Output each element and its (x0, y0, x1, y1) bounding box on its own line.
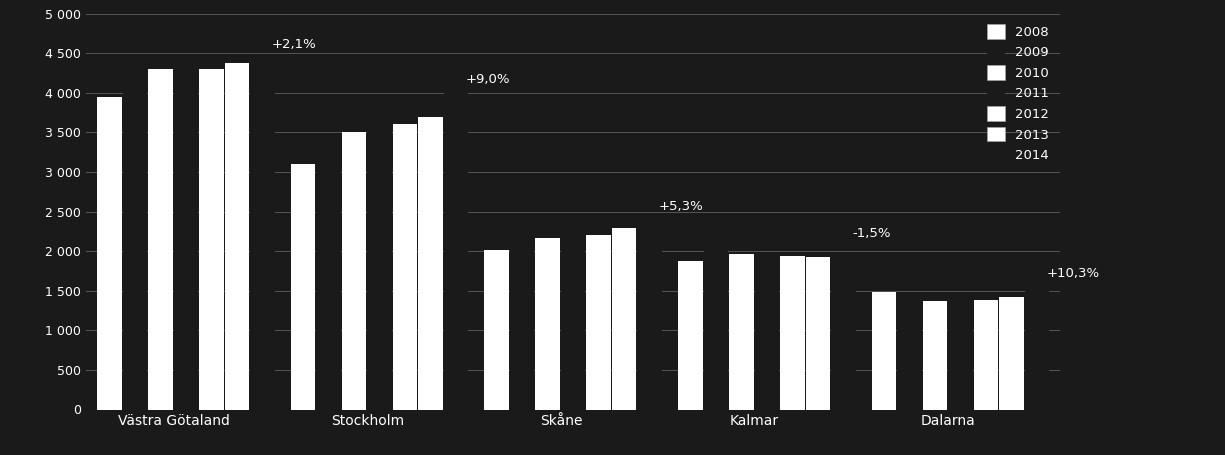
Bar (922, 301, 947, 410)
Bar (806, 258, 831, 410)
Legend: 2008, 2009, 2010, 2011, 2012, 2013, 2014: 2008, 2009, 2010, 2011, 2012, 2013, 2014 (984, 20, 1054, 166)
Bar (872, 292, 897, 410)
Text: +10,3%: +10,3% (1046, 268, 1100, 280)
Bar (393, 125, 418, 410)
Bar (587, 235, 611, 410)
Bar (342, 132, 366, 410)
Bar (612, 228, 637, 410)
Bar (729, 254, 753, 410)
Text: +5,3%: +5,3% (659, 200, 704, 213)
Bar (780, 256, 805, 410)
Bar (316, 152, 341, 410)
Bar (703, 245, 728, 410)
Bar (174, 81, 198, 410)
Bar (148, 69, 173, 410)
Bar (368, 128, 392, 410)
Bar (677, 262, 703, 410)
Bar (484, 250, 508, 410)
Bar (510, 238, 534, 410)
Bar (974, 300, 998, 410)
Bar (535, 238, 560, 410)
Text: +9,0%: +9,0% (466, 73, 510, 86)
Bar (443, 91, 468, 410)
Text: +2,1%: +2,1% (272, 38, 316, 51)
Bar (200, 69, 224, 410)
Bar (755, 259, 779, 410)
Bar (1024, 285, 1050, 410)
Bar (561, 239, 586, 410)
Text: -1,5%: -1,5% (853, 227, 892, 240)
Bar (97, 97, 121, 410)
Bar (418, 116, 442, 410)
Bar (637, 218, 662, 410)
Bar (948, 299, 973, 410)
Bar (250, 56, 274, 410)
Bar (224, 63, 249, 410)
Bar (290, 164, 315, 410)
Bar (897, 296, 921, 410)
Bar (1000, 297, 1024, 410)
Bar (831, 260, 855, 410)
Bar (122, 77, 147, 410)
